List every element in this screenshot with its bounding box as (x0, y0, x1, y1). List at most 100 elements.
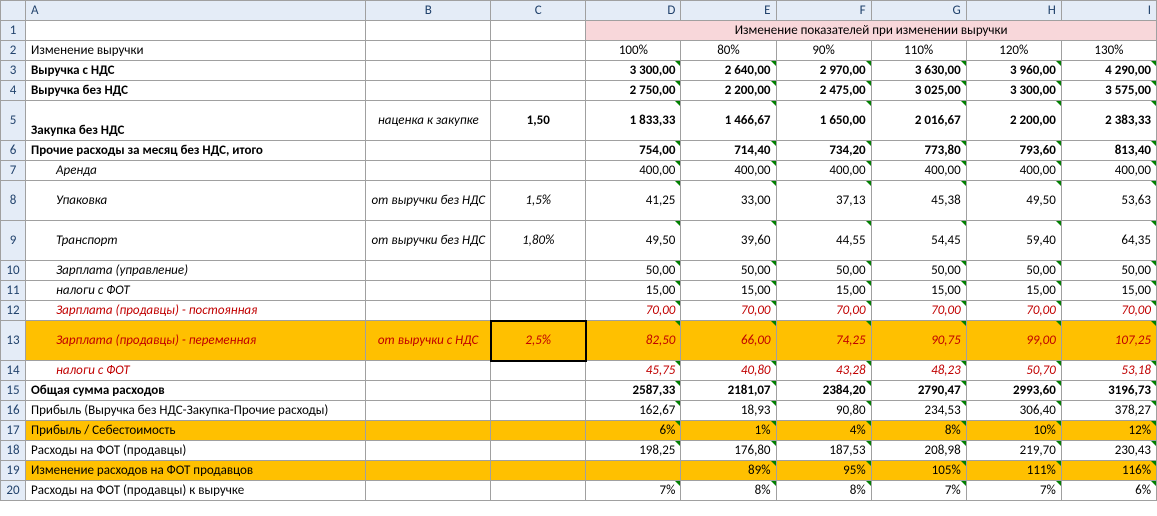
row-header-6[interactable]: 6 (1, 141, 26, 161)
col-header-H[interactable]: H (966, 1, 1061, 21)
cell-E12[interactable]: 70,00 (681, 301, 776, 321)
cell-B1[interactable] (366, 21, 491, 41)
cell-G11[interactable]: 15,00 (871, 281, 966, 301)
cell-I8[interactable]: 53,63 (1061, 181, 1156, 221)
cell-C3[interactable] (491, 61, 586, 81)
cell-D15[interactable]: 2587,33 (586, 381, 681, 401)
cell-B8[interactable]: от выручки без НДС (366, 181, 491, 221)
row-header-16[interactable]: 16 (1, 401, 26, 421)
cell-F18[interactable]: 187,53 (776, 441, 871, 461)
cell-C19[interactable] (491, 461, 586, 481)
cell-G17[interactable]: 8% (871, 421, 966, 441)
cell-H12[interactable]: 70,00 (966, 301, 1061, 321)
cell-B3[interactable] (366, 61, 491, 81)
cell-I3[interactable]: 4 290,00 (1061, 61, 1156, 81)
cell-E5[interactable]: 1 466,67 (681, 101, 776, 141)
row-header-17[interactable]: 17 (1, 421, 26, 441)
row-header-18[interactable]: 18 (1, 441, 26, 461)
cell-F5[interactable]: 1 650,00 (776, 101, 871, 141)
cell-F8[interactable]: 37,13 (776, 181, 871, 221)
cell-H14[interactable]: 50,70 (966, 361, 1061, 381)
cell-E20[interactable]: 8% (681, 481, 776, 501)
cell-F2[interactable]: 90% (776, 41, 871, 61)
cell-A2[interactable]: Изменение выручки (26, 41, 366, 61)
cell-D20[interactable]: 7% (586, 481, 681, 501)
cell-D14[interactable]: 45,75 (586, 361, 681, 381)
row-header-2[interactable]: 2 (1, 41, 26, 61)
cell-I14[interactable]: 53,18 (1061, 361, 1156, 381)
cell-I4[interactable]: 3 575,00 (1061, 81, 1156, 101)
cell-E2[interactable]: 80% (681, 41, 776, 61)
cell-I15[interactable]: 3196,73 (1061, 381, 1156, 401)
col-header-G[interactable]: G (871, 1, 966, 21)
cell-B18[interactable] (366, 441, 491, 461)
cell-C10[interactable] (491, 261, 586, 281)
cell-C4[interactable] (491, 81, 586, 101)
cell-G18[interactable]: 208,98 (871, 441, 966, 461)
cell-D11[interactable]: 15,00 (586, 281, 681, 301)
cell-I5[interactable]: 2 383,33 (1061, 101, 1156, 141)
cell-H13[interactable]: 99,00 (966, 321, 1061, 361)
cell-A12[interactable]: Зарплата (продавцы) - постоянная (26, 301, 366, 321)
row-header-13[interactable]: 13 (1, 321, 26, 361)
cell-H19[interactable]: 111% (966, 461, 1061, 481)
cell-D10[interactable]: 50,00 (586, 261, 681, 281)
cell-G6[interactable]: 773,80 (871, 141, 966, 161)
cell-G2[interactable]: 110% (871, 41, 966, 61)
cell-D17[interactable]: 6% (586, 421, 681, 441)
cell-A20[interactable]: Расходы на ФОТ (продавцы) к выручке (26, 481, 366, 501)
cell-D8[interactable]: 41,25 (586, 181, 681, 221)
cell-A17[interactable]: Прибыль / Себестоимость (26, 421, 366, 441)
row-header-19[interactable]: 19 (1, 461, 26, 481)
cell-title[interactable]: Изменение показателей при изменении выру… (586, 21, 1157, 41)
col-header-F[interactable]: F (776, 1, 871, 21)
cell-E4[interactable]: 2 200,00 (681, 81, 776, 101)
cell-C13[interactable]: 2,5% (491, 321, 586, 361)
cell-B10[interactable] (366, 261, 491, 281)
cell-H9[interactable]: 59,40 (966, 221, 1061, 261)
cell-C14[interactable] (491, 361, 586, 381)
row-header-11[interactable]: 11 (1, 281, 26, 301)
cell-A14[interactable]: налоги с ФОТ (26, 361, 366, 381)
cell-F7[interactable]: 400,00 (776, 161, 871, 181)
cell-F17[interactable]: 4% (776, 421, 871, 441)
cell-C8[interactable]: 1,5% (491, 181, 586, 221)
cell-A13[interactable]: Зарплата (продавцы) - переменная (26, 321, 366, 361)
cell-I20[interactable]: 6% (1061, 481, 1156, 501)
cell-H2[interactable]: 120% (966, 41, 1061, 61)
cell-F4[interactable]: 2 475,00 (776, 81, 871, 101)
col-header-I[interactable]: I (1061, 1, 1156, 21)
col-header-C[interactable]: C (491, 1, 586, 21)
cell-G14[interactable]: 48,23 (871, 361, 966, 381)
cell-G7[interactable]: 400,00 (871, 161, 966, 181)
cell-E18[interactable]: 176,80 (681, 441, 776, 461)
cell-D7[interactable]: 400,00 (586, 161, 681, 181)
cell-G12[interactable]: 70,00 (871, 301, 966, 321)
cell-C5[interactable]: 1,50 (491, 101, 586, 141)
cell-H18[interactable]: 219,70 (966, 441, 1061, 461)
cell-F11[interactable]: 15,00 (776, 281, 871, 301)
cell-F14[interactable]: 43,28 (776, 361, 871, 381)
cell-E8[interactable]: 33,00 (681, 181, 776, 221)
cell-B7[interactable] (366, 161, 491, 181)
row-header-8[interactable]: 8 (1, 181, 26, 221)
cell-E14[interactable]: 40,80 (681, 361, 776, 381)
cell-D16[interactable]: 162,67 (586, 401, 681, 421)
cell-C18[interactable] (491, 441, 586, 461)
cell-I19[interactable]: 116% (1061, 461, 1156, 481)
cell-E10[interactable]: 50,00 (681, 261, 776, 281)
cell-C7[interactable] (491, 161, 586, 181)
cell-F9[interactable]: 44,55 (776, 221, 871, 261)
cell-E13[interactable]: 66,00 (681, 321, 776, 361)
cell-C15[interactable] (491, 381, 586, 401)
cell-H5[interactable]: 2 200,00 (966, 101, 1061, 141)
cell-I7[interactable]: 400,00 (1061, 161, 1156, 181)
cell-G19[interactable]: 105% (871, 461, 966, 481)
cell-E6[interactable]: 714,40 (681, 141, 776, 161)
cell-A8[interactable]: Упаковка (26, 181, 366, 221)
row-header-12[interactable]: 12 (1, 301, 26, 321)
col-header-B[interactable]: B (366, 1, 491, 21)
cell-F3[interactable]: 2 970,00 (776, 61, 871, 81)
cell-A18[interactable]: Расходы на ФОТ (продавцы) (26, 441, 366, 461)
cell-E16[interactable]: 18,93 (681, 401, 776, 421)
